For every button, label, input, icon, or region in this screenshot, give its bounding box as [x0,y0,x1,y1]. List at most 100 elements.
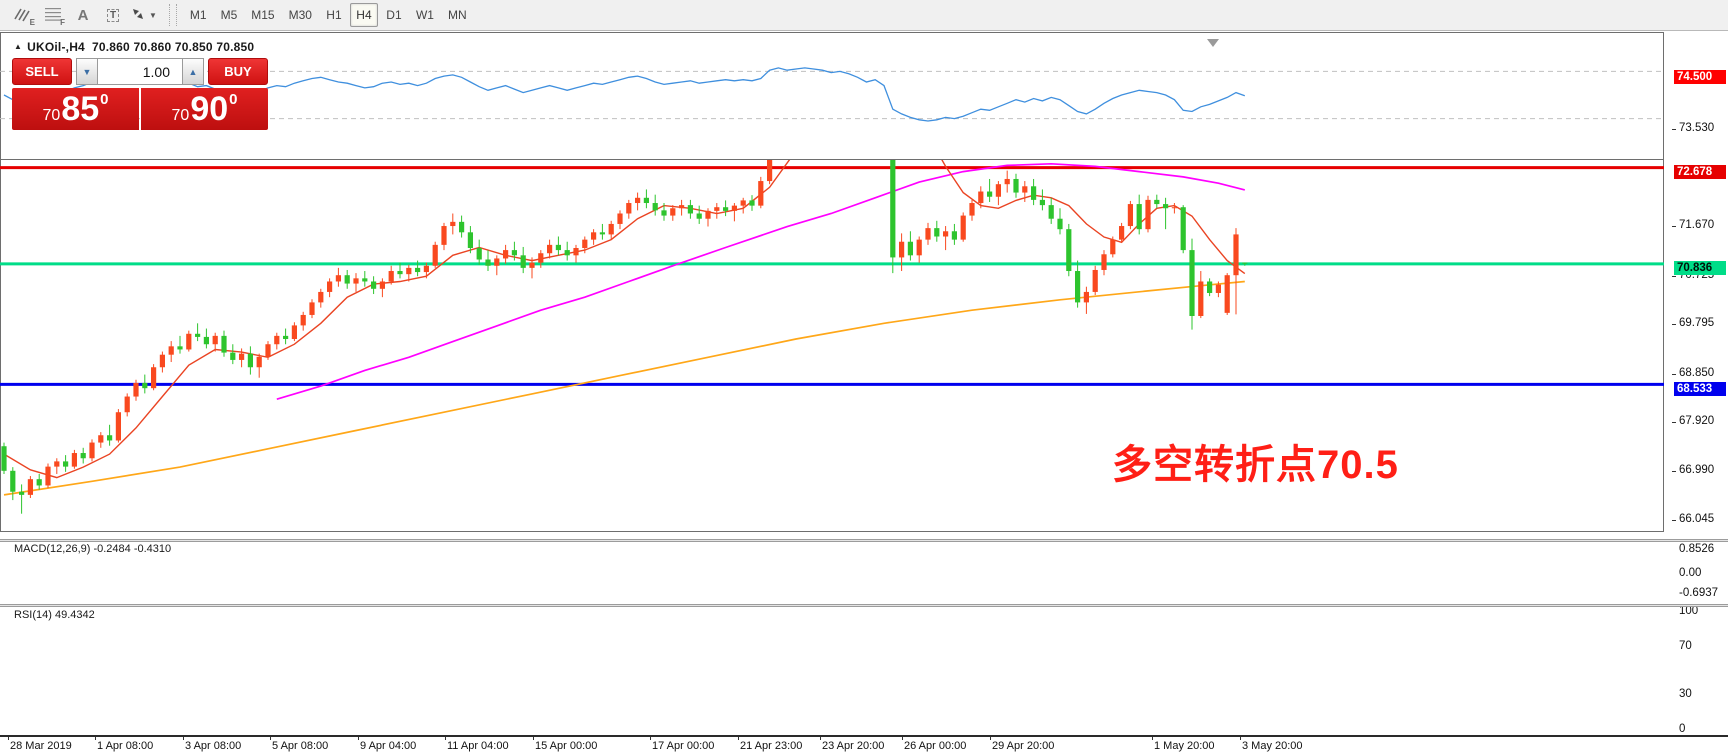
time-axis-tick [445,737,446,740]
time-axis-label: 9 Apr 04:00 [360,740,417,752]
toolbar-separator [168,4,177,26]
timeframe-button-m1[interactable]: M1 [189,8,207,22]
text-label-button[interactable]: A [77,6,89,24]
volume-decrease-button[interactable]: ▼ [76,58,98,85]
price-axis-label: 71.670 [1679,219,1715,232]
rsi-label: RSI(14) 49.4342 [14,609,95,621]
time-axis-tick [270,737,271,740]
time-axis[interactable]: 28 Mar 2019 1 Apr 08:00 3 Apr 08:00 5 Apr 0… [0,735,1728,752]
time-axis-tick [1240,737,1241,740]
collapse-panel-icon[interactable]: ▲ [14,42,23,51]
grid-icon-button[interactable]: F [39,3,67,27]
volume-input[interactable] [98,58,182,85]
price-axis-label: 67.920 [1679,415,1715,428]
ohlc-readout: 70.860 70.860 70.850 70.850 [92,40,255,54]
annotation-text[interactable]: 多空转折点70.5 [1112,443,1399,487]
time-axis-tick [650,737,651,740]
text-box-button[interactable]: T [99,3,127,27]
timeframe-button-m5[interactable]: M5 [220,8,238,22]
timeframe-button-h4[interactable]: H4 [349,3,378,27]
grid-icon [44,6,62,25]
timeframe-button-m30[interactable]: M30 [288,8,312,22]
price-axis-label: 68.850 [1679,366,1715,379]
price-badge-68533: 68.533 [1674,381,1726,396]
indicators-icon-button[interactable]: E [9,3,37,27]
price-badge-74500: 74.500 [1674,69,1726,84]
price-axis-label: 73.530 [1679,122,1715,134]
cursor-mode-button[interactable]: ▼ [129,3,158,27]
time-axis-label: 26 Apr 00:00 [904,740,967,752]
price-badge-72678: 72.678 [1674,165,1726,180]
time-axis-tick [533,737,534,740]
price-axis-label: 66.045 [1679,513,1715,526]
rsi-axis-label: 100 [1679,605,1699,617]
time-axis-tick [902,737,903,740]
timeframe-button-w1[interactable]: W1 [415,8,434,22]
price-axis-label: 66.990 [1679,464,1715,477]
price-axis[interactable]: 73.53071.67070.72569.79568.85067.92066.9… [1672,38,1728,738]
time-axis-label: 17 Apr 00:00 [652,740,715,752]
timeframe-button-mn[interactable]: MN [447,8,467,22]
price-badge-70836: 70.836 [1674,261,1726,276]
time-axis-tick [8,737,9,740]
axis-tick [1672,422,1676,424]
time-axis-label: 21 Apr 23:00 [740,740,803,752]
macd-axis-label: 0.00 [1679,567,1702,580]
sell-button[interactable]: SELL [12,58,72,85]
macd-axis-label: 0.8526 [1679,543,1715,555]
time-axis-tick [95,737,96,740]
time-axis-tick [183,737,184,740]
chart-shift-marker-icon[interactable] [1207,39,1219,47]
time-axis-label: 1 May 20:00 [1154,740,1215,752]
timeframe-button-h1[interactable]: H1 [326,8,342,22]
ma-mid-line [276,162,1246,401]
timeframe-button-m15[interactable]: M15 [251,8,275,22]
time-axis-tick [820,737,821,740]
axis-tick [1672,129,1676,130]
macd-label: MACD(12,26,9) -0.2484 -0.4310 [14,543,172,555]
ma-slow-line [3,280,1245,496]
time-axis-label: 11 Apr 04:00 [447,740,509,752]
rsi-plot-border [0,32,1664,160]
buy-price-display[interactable]: 70 90 0 [141,88,268,130]
rsi-axis-label: 70 [1679,640,1692,653]
chart-title: ▲ UKOil-,H4 70.860 70.860 70.850 70.850 [14,40,255,54]
axis-tick [1672,226,1676,228]
chevron-down-icon: ▼ [149,10,157,20]
volume-increase-button[interactable]: ▲ [182,58,204,85]
time-axis-tick [358,737,359,740]
price-axis-label: 69.795 [1679,317,1715,330]
time-axis-label: 29 Apr 20:00 [992,740,1055,752]
panel-splitter[interactable] [0,539,1728,542]
toolbar: E F A T [0,0,1728,31]
sell-price-display[interactable]: 70 85 0 [12,88,139,130]
time-axis-label: 28 Mar 2019 [10,740,72,752]
time-axis-label: 5 Apr 08:00 [272,740,329,752]
axis-tick [1672,324,1676,326]
indicators-icon [13,6,33,25]
timeframe-button-d1[interactable]: D1 [386,8,402,22]
axis-tick [1672,373,1676,375]
rsi-axis-label: 30 [1679,687,1692,700]
axis-tick [1672,520,1676,522]
axis-tick [1672,471,1676,473]
time-axis-tick [738,737,739,740]
time-axis-label: 1 Apr 08:00 [97,740,154,752]
macd-axis-label: -0.6937 [1679,587,1719,599]
text-box-icon: T [106,8,120,22]
time-axis-tick [1152,737,1153,740]
time-axis-label: 23 Apr 20:00 [822,740,885,752]
axis-tick [1672,275,1676,277]
time-axis-label: 3 May 20:00 [1242,740,1303,752]
buy-button[interactable]: BUY [208,58,268,85]
rsi-panel-canvas[interactable] [0,32,1664,160]
panel-splitter[interactable] [0,604,1728,607]
chart-region: ▲ UKOil-,H4 70.860 70.860 70.850 70.850 S… [0,32,1728,752]
timeframe-group: M1 M5 M15 M30 H1 H4 D1 W1 MN [183,3,474,27]
rsi-line [3,67,1246,122]
time-axis-tick [990,737,991,740]
time-axis-label: 15 Apr 00:00 [535,740,598,752]
cursor-arrows-icon [130,6,146,25]
